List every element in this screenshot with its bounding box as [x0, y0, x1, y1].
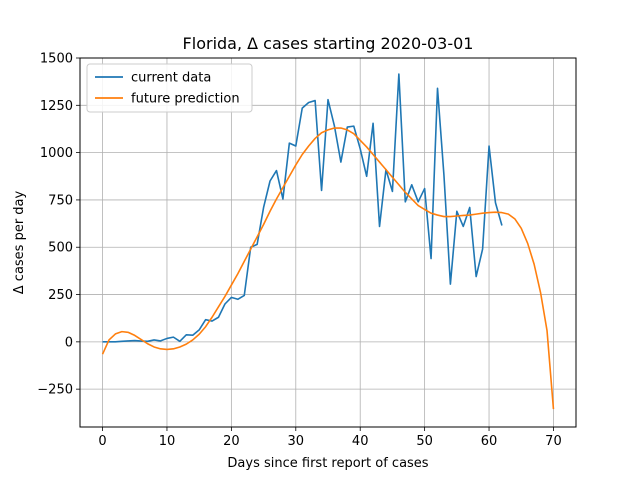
x-tick-label: 0: [98, 434, 106, 449]
y-tick-label: 1500: [40, 52, 73, 67]
series-group: [101, 73, 555, 410]
y-tick-label: 750: [48, 193, 73, 208]
legend-box: [86, 63, 253, 113]
legend: current data future prediction: [86, 63, 253, 113]
y-tick-label: 1250: [40, 99, 73, 114]
series-line-current-data: [102, 73, 503, 343]
ticks: 0 10 20 30 40 50 60 70 −250 0 250 500 750 1000 1250 150…: [37, 52, 561, 450]
y-axis-label: Δ cases per day: [12, 190, 27, 294]
x-tick-label: 50: [416, 434, 433, 449]
x-tick-label: 70: [545, 434, 562, 449]
y-tick-label: −250: [37, 383, 73, 398]
y-tick-label: 250: [48, 288, 73, 303]
x-tick-label: 40: [352, 434, 369, 449]
y-tick-label: 0: [65, 335, 73, 350]
x-tick-label: 20: [223, 434, 240, 449]
chart-title: Florida, Δ cases starting 2020-03-01: [183, 34, 474, 53]
y-tick-label: 1000: [40, 146, 73, 161]
x-tick-label: 10: [159, 434, 176, 449]
x-tick-label: 30: [288, 434, 305, 449]
x-tick-label: 60: [481, 434, 498, 449]
series-line-future-prediction: [101, 127, 555, 410]
y-tick-label: 500: [48, 241, 73, 256]
x-axis-label: Days since first report of cases: [227, 456, 428, 471]
plot-frame: [79, 57, 577, 428]
legend-label: current data: [131, 71, 211, 86]
legend-label: future prediction: [131, 92, 240, 107]
